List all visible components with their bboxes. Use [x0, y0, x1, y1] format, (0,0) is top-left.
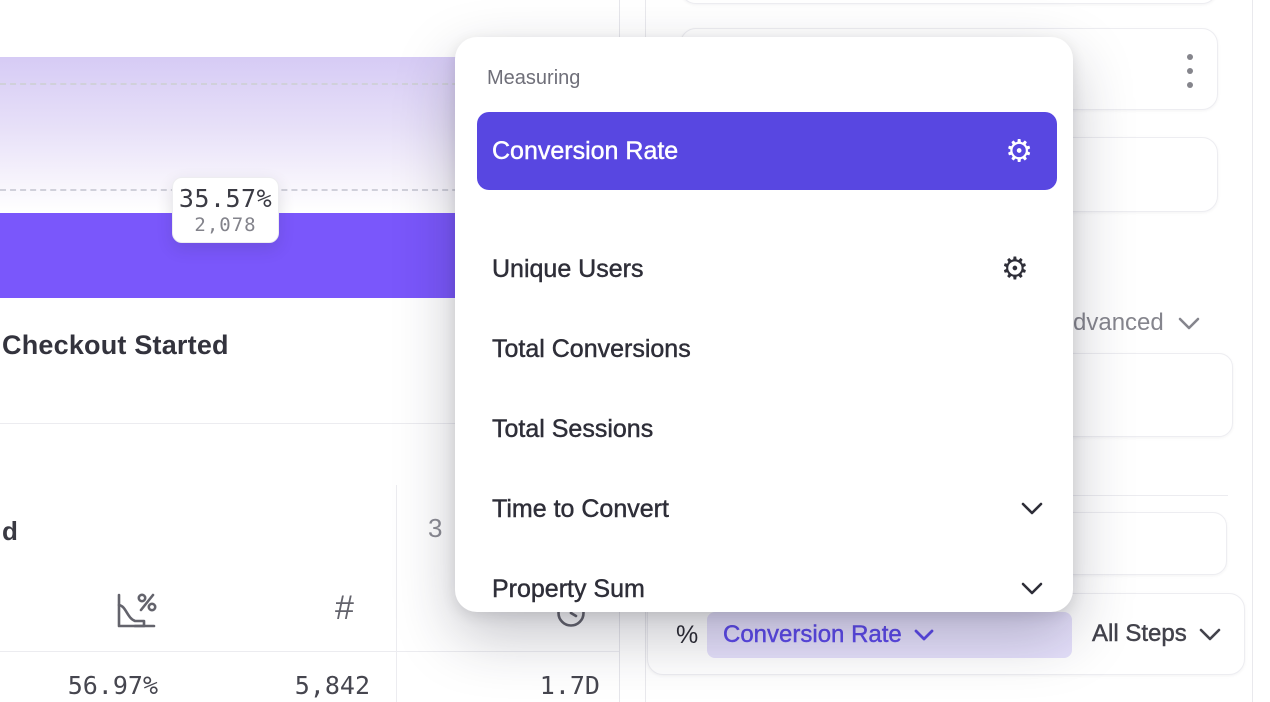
- kebab-menu-icon[interactable]: [1183, 54, 1197, 88]
- menu-item-total-sessions[interactable]: Total Sessions: [492, 414, 654, 443]
- tooltip-conversion-rate: 35.57%: [178, 184, 273, 213]
- table-row-divider: [0, 651, 619, 652]
- measuring-dropdown-menu: Measuring Conversion Rate ⚙ Unique Users…: [455, 37, 1073, 612]
- table-step-header-fragment: d: [2, 516, 18, 546]
- steps-selector[interactable]: All Steps: [1092, 620, 1221, 648]
- value-time-to-convert: 1.7D: [539, 671, 600, 700]
- menu-item-total-conversions[interactable]: Total Conversions: [492, 334, 691, 363]
- chart-tooltip: 35.57% 2,078: [172, 177, 279, 243]
- menu-item-property-sum[interactable]: Property Sum: [492, 574, 645, 603]
- funnel-step-label: Checkout Started: [2, 330, 229, 360]
- advanced-label: Advanced: [1057, 309, 1164, 336]
- gear-icon[interactable]: ⚙: [1005, 133, 1033, 169]
- tooltip-count: 2,078: [194, 214, 257, 236]
- count-metric-icon[interactable]: #: [335, 589, 354, 627]
- advanced-toggle[interactable]: Advanced: [1057, 309, 1200, 337]
- divider: [0, 423, 619, 424]
- chevron-down-icon[interactable]: [1021, 582, 1043, 595]
- metric-pill-label: Conversion Rate: [723, 621, 902, 648]
- query-row-card: [680, 0, 1218, 4]
- chevron-down-icon: [1199, 628, 1221, 640]
- chevron-down-icon[interactable]: [1021, 502, 1043, 515]
- menu-item-conversion-rate[interactable]: Conversion Rate ⚙: [477, 112, 1057, 190]
- value-conversion-rate: 56.97%: [67, 671, 158, 700]
- metric-selector-pill[interactable]: Conversion Rate: [707, 612, 1072, 658]
- dropdown-section-label: Measuring: [487, 67, 581, 89]
- chevron-down-icon: [1178, 317, 1200, 329]
- table-step-number: 3: [428, 513, 443, 543]
- percent-symbol: %: [676, 621, 699, 649]
- gridline-dashed: [0, 189, 619, 191]
- menu-item-unique-users[interactable]: Unique Users: [492, 254, 644, 283]
- table-column-divider: [396, 485, 397, 702]
- menu-item-time-to-convert[interactable]: Time to Convert: [492, 494, 669, 523]
- chevron-down-icon: [914, 629, 934, 641]
- gridline-dashed: [0, 83, 619, 85]
- gear-icon[interactable]: ⚙: [1001, 251, 1029, 286]
- value-count: 5,842: [294, 671, 370, 700]
- menu-item-label: Conversion Rate: [492, 136, 679, 165]
- steps-selector-label: All Steps: [1092, 620, 1187, 647]
- conversion-rate-metric-icon[interactable]: [112, 591, 158, 631]
